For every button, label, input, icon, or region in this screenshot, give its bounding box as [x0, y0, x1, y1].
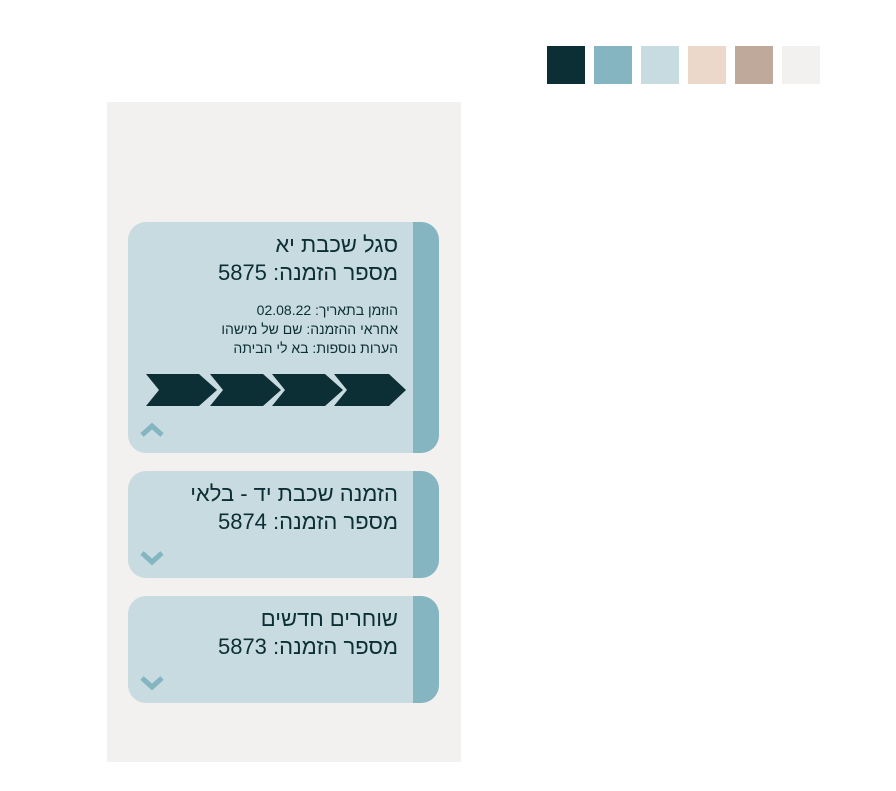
swatch-1: [547, 46, 585, 84]
order-number: מספר הזמנה: 5874: [217, 509, 398, 534]
order-owner: אחראי ההזמנה: שם של מישהו: [221, 321, 398, 337]
order-card-body: סגל שכבת יא מספר הזמנה: 5875 הוזמן בתארי…: [142, 222, 398, 453]
order-card-accent: [413, 471, 439, 578]
order-title: סגל שכבת יא: [275, 232, 398, 257]
order-card-accent: [413, 222, 439, 453]
order-card-body: הזמנה שכבת יד - בלאי מספר הזמנה: 5874: [142, 471, 398, 578]
chevron-down-icon[interactable]: [138, 673, 166, 693]
order-title: שוחרים חדשים: [260, 606, 398, 631]
swatch-6: [782, 46, 820, 84]
progress-step-2: [210, 374, 281, 406]
swatch-2: [594, 46, 632, 84]
phone-screen: סגל שכבת יא מספר הזמנה: 5875 הוזמן בתארי…: [107, 102, 461, 762]
color-palette: [547, 46, 820, 84]
order-card[interactable]: הזמנה שכבת יד - בלאי מספר הזמנה: 5874: [128, 471, 439, 578]
progress-step-1: [146, 374, 217, 406]
order-title: הזמנה שכבת יד - בלאי: [190, 481, 398, 506]
order-card-body: שוחרים חדשים מספר הזמנה: 5873: [142, 596, 398, 703]
swatch-3: [641, 46, 679, 84]
progress-step-4: [334, 374, 406, 406]
order-details: הוזמן בתאריך: 02.08.22 אחראי ההזמנה: שם …: [142, 301, 398, 358]
chevron-up-icon[interactable]: [138, 420, 166, 440]
order-number: מספר הזמנה: 5873: [217, 634, 398, 659]
swatch-4: [688, 46, 726, 84]
order-number: מספר הזמנה: 5875: [217, 260, 398, 285]
order-card[interactable]: שוחרים חדשים מספר הזמנה: 5873: [128, 596, 439, 703]
progress-step-3: [272, 374, 343, 406]
swatch-5: [735, 46, 773, 84]
order-card-accent: [413, 596, 439, 703]
order-card[interactable]: סגל שכבת יא מספר הזמנה: 5875 הוזמן בתארי…: [128, 222, 439, 453]
order-date: הוזמן בתאריך: 02.08.22: [256, 302, 398, 318]
order-notes: הערות נוספות: בא לי הביתה: [233, 340, 398, 356]
chevron-down-icon[interactable]: [138, 548, 166, 568]
order-progress: [146, 374, 406, 406]
